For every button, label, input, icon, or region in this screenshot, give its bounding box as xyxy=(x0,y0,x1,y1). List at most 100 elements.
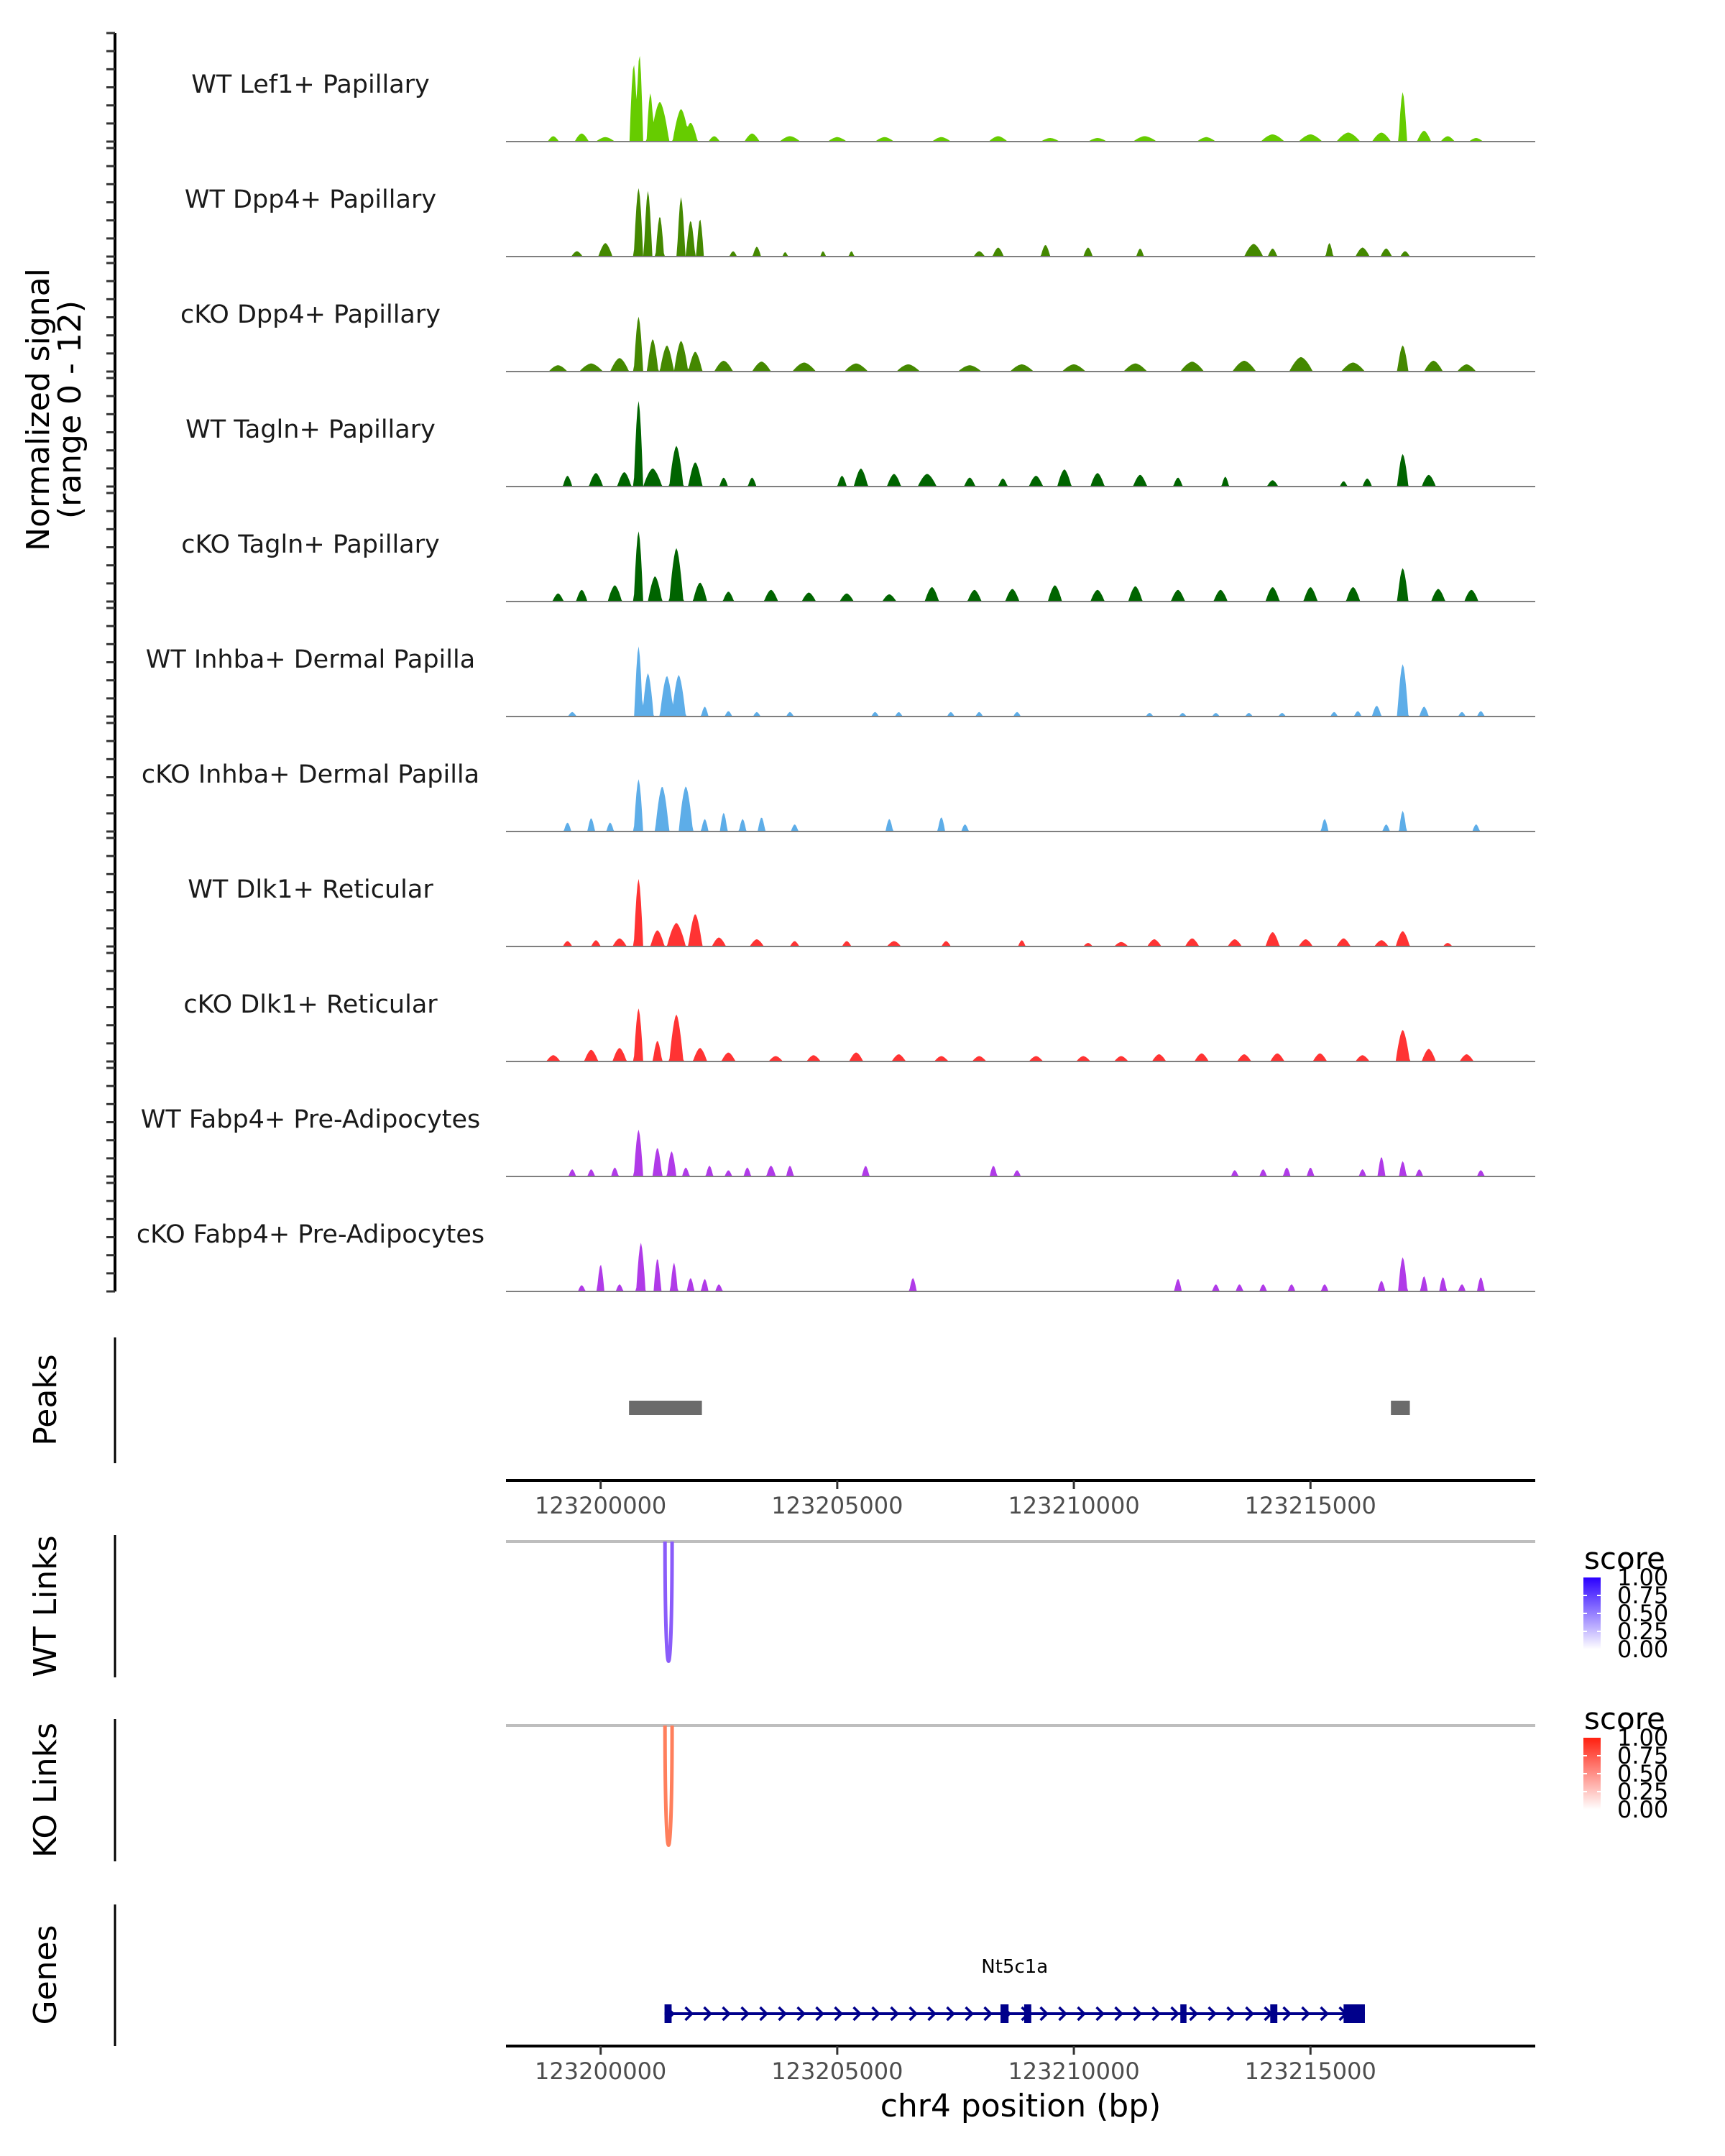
legend-labels: 1.000.750.500.250.00 xyxy=(1583,1564,1668,1663)
x-axis-title: chr4 position (bp) xyxy=(880,2088,1162,2124)
strand-arrow-icon xyxy=(1208,2006,1218,2022)
x-axis-middle: 123200000 123205000 123210000 123215000 xyxy=(506,1479,1535,1519)
ko-links-label: KO Links xyxy=(27,1723,64,1858)
x-tick-label: 123215000 xyxy=(1245,2058,1376,2085)
peak-regions xyxy=(629,1401,1410,1415)
coverage-track: cKO Dlk1+ Reticular xyxy=(183,990,1535,1062)
wt-links-panel: WT Links xyxy=(27,1535,1535,1677)
coverage-track: WT Tagln+ Papillary xyxy=(185,401,1535,487)
legend-label: 0.50 xyxy=(1617,1600,1668,1627)
legend-label: 0.25 xyxy=(1617,1618,1668,1645)
strand-arrow-icon xyxy=(871,2006,881,2022)
peaks-track-label: Peaks xyxy=(27,1354,64,1445)
legend-title: score xyxy=(1584,1541,1665,1576)
coverage-y-axis-title: Normalized signal (range 0 - 12) xyxy=(20,268,88,551)
track-label: WT Tagln+ Papillary xyxy=(185,415,436,444)
y-axis-title-line1: Normalized signal xyxy=(20,268,57,551)
strand-arrow-icon xyxy=(1170,2006,1180,2022)
ko-score-legend: score 1.000.750.500.250.00 xyxy=(1583,1701,1668,1823)
coverage-track: WT Dpp4+ Papillary xyxy=(185,185,1535,257)
coverage-y-axis xyxy=(106,32,116,1293)
x-tick-label: 123200000 xyxy=(535,1492,666,1519)
coverage-area xyxy=(506,779,1535,831)
gene-exon xyxy=(1270,2004,1278,2023)
strand-arrow-icon xyxy=(1095,2006,1105,2022)
legend-title: score xyxy=(1584,1701,1665,1736)
gene-exon xyxy=(1343,2004,1365,2023)
peaks-panel: Peaks xyxy=(27,1337,1410,1463)
strand-arrow-icon xyxy=(1189,2006,1199,2022)
coverage-track: cKO Dpp4+ Papillary xyxy=(180,300,1535,372)
strand-arrow-icon xyxy=(1226,2006,1236,2022)
coverage-area xyxy=(506,1008,1535,1061)
strand-arrow-icon xyxy=(946,2006,956,2022)
legend-label: 0.75 xyxy=(1617,1742,1668,1769)
strand-arrow-icon xyxy=(1133,2006,1143,2022)
strand-arrow-icon xyxy=(965,2006,975,2022)
track-label: WT Fabp4+ Pre-Adipocytes xyxy=(141,1105,480,1134)
wt-links xyxy=(663,1541,674,1663)
gene-exon xyxy=(1024,2004,1031,2023)
strand-arrow-icon xyxy=(1301,2006,1311,2022)
strand-arrow-icon xyxy=(1114,2006,1124,2022)
strand-arrow-icon xyxy=(1320,2006,1330,2022)
ko-links xyxy=(663,1725,674,1847)
x-tick-label: 123205000 xyxy=(771,2058,903,2085)
coverage-track: cKO Inhba+ Dermal Papilla xyxy=(142,760,1535,832)
x-tick-label: 123215000 xyxy=(1245,1492,1376,1519)
strand-arrow-icon xyxy=(1245,2006,1255,2022)
coverage-track: cKO Fabp4+ Pre-Adipocytes xyxy=(137,1220,1535,1292)
gene-exon xyxy=(1000,2004,1009,2023)
track-label: cKO Tagln+ Papillary xyxy=(181,530,440,559)
strand-arrow-icon xyxy=(722,2006,732,2022)
track-label: cKO Dpp4+ Papillary xyxy=(180,300,441,329)
coverage-area xyxy=(506,879,1535,946)
legend-label: 1.00 xyxy=(1617,1724,1668,1751)
genes-track-label: Genes xyxy=(27,1925,64,2024)
coverage-track: WT Inhba+ Dermal Papilla xyxy=(146,645,1535,717)
strand-arrow-icon xyxy=(796,2006,806,2022)
coverage-area xyxy=(506,646,1535,717)
strand-arrow-icon xyxy=(983,2006,993,2022)
legend-label: 1.00 xyxy=(1617,1564,1668,1591)
coverage-track: WT Dlk1+ Reticular xyxy=(188,875,1535,947)
legend-label: 0.50 xyxy=(1617,1760,1668,1787)
legend-labels: 1.000.750.500.250.00 xyxy=(1583,1724,1668,1823)
track-label: WT Inhba+ Dermal Papilla xyxy=(146,645,475,674)
strand-arrow-icon xyxy=(1039,2006,1049,2022)
ko-links-panel: KO Links xyxy=(27,1719,1535,1861)
wt-score-legend: score 1.000.750.500.250.00 xyxy=(1583,1541,1668,1663)
coverage-area xyxy=(506,401,1535,487)
x-tick-label: 123210000 xyxy=(1008,1492,1139,1519)
gene-models: Nt5c1a xyxy=(664,1956,1365,2023)
strand-arrow-icon xyxy=(703,2006,713,2022)
gene-exon xyxy=(1180,2004,1187,2023)
coverage-area xyxy=(506,1243,1535,1291)
coverage-area xyxy=(506,188,1535,257)
strand-arrow-icon xyxy=(834,2006,844,2022)
legend-label: 0.25 xyxy=(1617,1778,1668,1805)
coverage-area xyxy=(506,55,1535,142)
strand-arrow-icon xyxy=(1058,2006,1068,2022)
x-tick-label: 123210000 xyxy=(1008,2058,1139,2085)
track-label: cKO Inhba+ Dermal Papilla xyxy=(142,760,479,789)
coverage-track: cKO Tagln+ Papillary xyxy=(181,530,1535,602)
strand-arrow-icon xyxy=(852,2006,862,2022)
coverage-track: WT Fabp4+ Pre-Adipocytes xyxy=(141,1105,1535,1177)
strand-arrow-icon xyxy=(815,2006,825,2022)
strand-arrow-icon xyxy=(890,2006,900,2022)
track-label: WT Dlk1+ Reticular xyxy=(188,875,433,904)
legend-label: 0.75 xyxy=(1617,1582,1668,1609)
strand-arrow-icon xyxy=(1151,2006,1162,2022)
gene-exon xyxy=(664,2004,672,2023)
coverage-area xyxy=(506,531,1535,602)
gene-name: Nt5c1a xyxy=(981,1956,1048,1978)
coverage-area xyxy=(506,316,1535,372)
strand-arrow-icon xyxy=(759,2006,769,2022)
gene-model: Nt5c1a xyxy=(664,1956,1365,2023)
coverage-tracks: WT Lef1+ Papillary WT Dpp4+ Papillary cKO … xyxy=(137,55,1535,1292)
track-label: cKO Fabp4+ Pre-Adipocytes xyxy=(137,1220,484,1249)
link-arc xyxy=(663,1725,674,1847)
coverage-track: WT Lef1+ Papillary xyxy=(191,55,1535,142)
